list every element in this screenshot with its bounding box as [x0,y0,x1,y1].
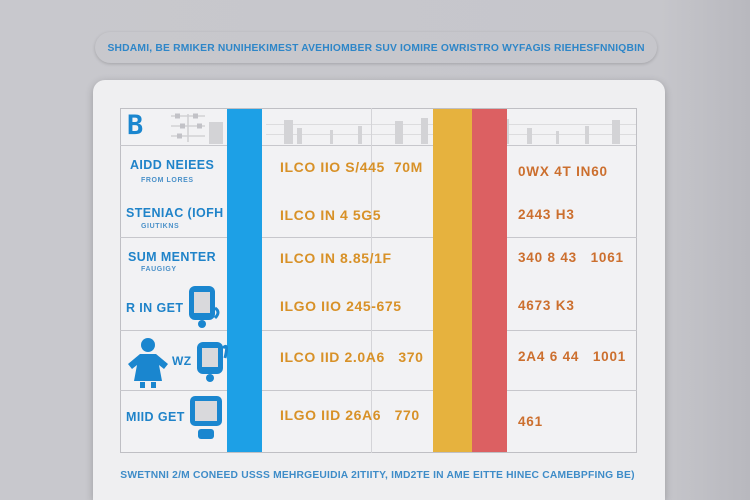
building-icon [585,126,589,144]
row-divider [120,145,637,146]
building-icon [209,122,223,144]
woman-icon [128,338,168,388]
building-icon [395,121,403,144]
row-label: WZ [172,354,192,368]
building-icon [297,128,302,144]
row-sublabel: GIUTIKNS [141,223,180,230]
row-right-value: 461 [518,414,543,429]
row-label: MIID GET [126,410,185,424]
row-right-value: 4673 K3 [518,298,575,313]
data-table [120,108,637,453]
title-banner: SHDAMI, BE RMIKER NUNIHEKIMEST AVEHIOMBE… [95,32,657,63]
row-value: ILCO IN 4 5G5 [280,207,382,223]
logo-b: B [127,110,143,141]
row-right-value: 340 8 43 1061 [518,250,624,265]
building-icon [358,126,362,144]
row-right-value: 2443 H3 [518,207,575,222]
row-label: AIDD NEIEES [130,158,215,172]
phone-icon [197,342,228,382]
row-divider [120,390,637,391]
row-label: STENIAC (IOFH [126,206,224,220]
row-value: ILCO IIO S/445 70M [280,159,423,175]
row-divider [120,330,637,331]
building-icon [612,120,620,144]
footer-caption: SWETNNI 2/M CONEED USSS MEHRGEUIDIA 2ITI… [120,469,635,481]
row-sublabel: FROM LORES [141,177,194,184]
row-label: R IN GET [126,301,184,315]
row-label: SUM MENTER [128,250,217,264]
building-icon [421,118,428,144]
blue-column-bar [227,109,262,452]
row-divider [120,237,637,238]
row-right-value: 0WX 4T IN60 [518,164,608,179]
row-sublabel: FAUGIGY [141,266,177,273]
page-title: SHDAMI, BE RMIKER NUNIHEKIMEST AVEHIOMBE… [107,41,645,54]
row-value: ILGO IIO 245-675 [280,298,402,314]
monitor-icon [190,396,222,439]
building-icon [330,130,333,144]
row-value: ILCO IN 8.85/1F [280,250,392,266]
row-right-value: 2A4 6 44 1001 [518,349,627,364]
building-icon [556,131,559,144]
row-value: ILGO IID 26A6 770 [280,407,420,423]
row-value: ILCO IID 2.0A6 370 [280,349,424,365]
column-divider [371,108,372,453]
building-icon [284,120,293,144]
abacus-icon [171,113,205,142]
yellow-column-bar [433,109,472,452]
phone-icon [189,286,220,328]
building-icon [527,128,532,144]
red-column-bar [472,109,507,452]
